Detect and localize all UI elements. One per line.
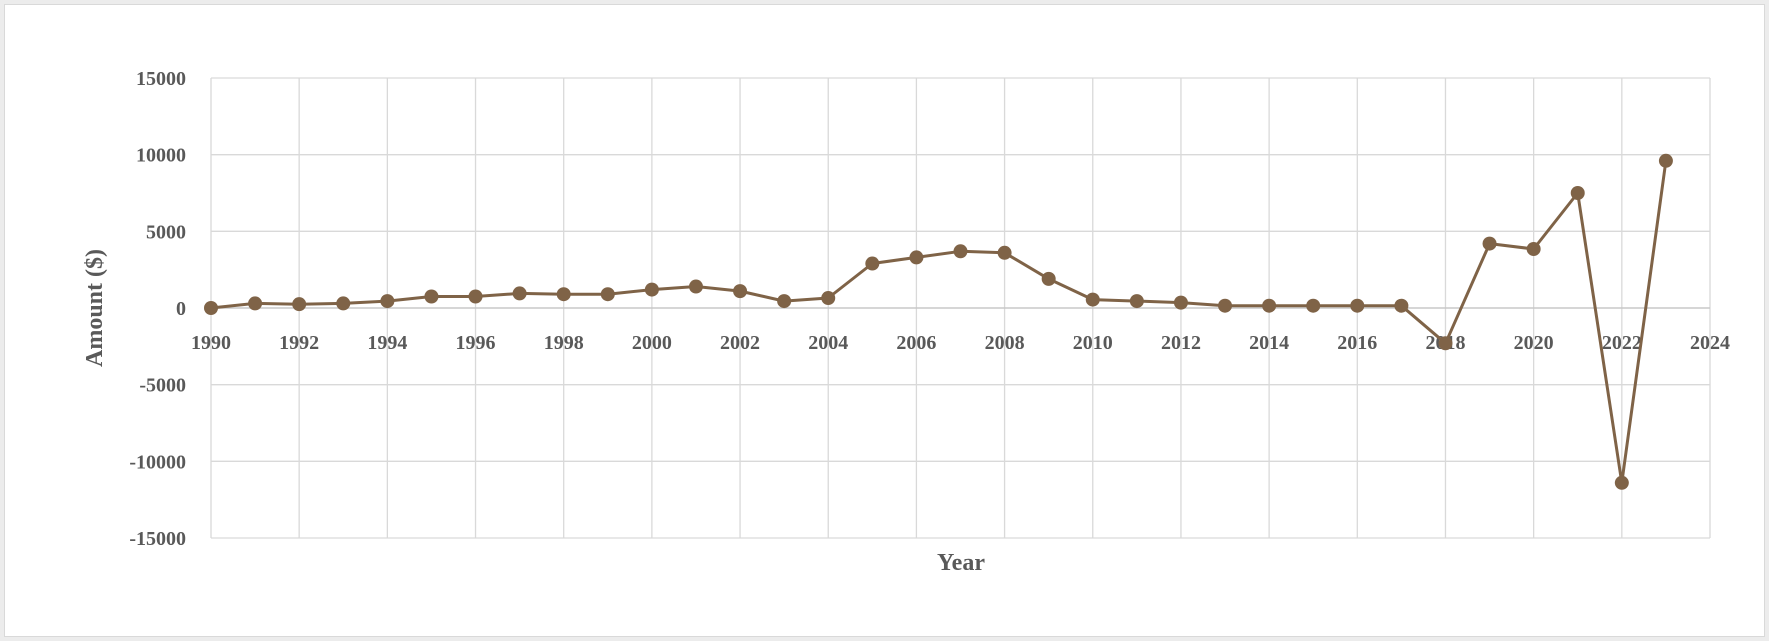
x-tick-label: 2024 (1690, 332, 1730, 354)
series-group (204, 153, 1673, 490)
series-line (210, 160, 1668, 485)
gridlines (210, 77, 1711, 539)
data-point (600, 287, 615, 302)
data-point (733, 284, 748, 299)
y-tick-label: 0 (176, 298, 186, 320)
x-tick-label: 1996 (456, 332, 496, 354)
x-tick-label: 2016 (1337, 332, 1377, 354)
x-tick-label: 2006 (896, 332, 936, 354)
data-point (1306, 298, 1321, 313)
data-point (512, 286, 527, 301)
data-point (1658, 153, 1673, 168)
data-point (424, 289, 439, 304)
data-point (1526, 241, 1541, 256)
y-tick-label: 5000 (146, 221, 186, 243)
x-tick-label: 1994 (367, 332, 407, 354)
data-point (688, 279, 703, 294)
x-tick-label: 2020 (1514, 332, 1554, 354)
x-tick-label: 2002 (720, 332, 760, 354)
data-point (953, 244, 968, 259)
x-tick-label: 2022 (1602, 332, 1642, 354)
y-tick-label: 15000 (136, 68, 186, 90)
x-tick-label: 2012 (1161, 332, 1201, 354)
data-point (380, 294, 395, 309)
y-tick-label: -10000 (129, 451, 186, 473)
data-point (336, 296, 351, 311)
data-point (556, 287, 571, 302)
data-point (1262, 298, 1277, 313)
y-tick-labels: 15000 10000 5000 0 -5000 -10000 -15000 (129, 68, 186, 550)
x-tick-label: 1992 (279, 332, 319, 354)
data-point (468, 289, 483, 304)
x-tick-label: 2004 (808, 332, 848, 354)
data-point (777, 294, 792, 309)
x-tick-label: 2014 (1249, 332, 1289, 354)
data-point (997, 245, 1012, 260)
data-point (909, 250, 924, 265)
chart-frame (4, 4, 1765, 637)
x-axis-title: Year (937, 550, 985, 576)
y-tick-label: -5000 (139, 375, 186, 397)
y-axis-title: Amount ($) (82, 249, 108, 367)
data-point (204, 301, 218, 315)
data-point (1218, 298, 1233, 313)
data-point (1570, 186, 1585, 200)
data-point (644, 282, 659, 297)
x-tick-labels: 1990 1992 1994 1996 1998 2000 2002 2004 2006 2008… (191, 332, 1730, 354)
x-tick-label: 2010 (1073, 332, 1113, 354)
data-point (1085, 292, 1100, 307)
x-tick-label: 1998 (544, 332, 584, 354)
data-point (292, 297, 307, 312)
data-point (1482, 236, 1497, 251)
y-tick-label: -15000 (129, 528, 186, 550)
x-tick-label: 2008 (985, 332, 1025, 354)
data-point (821, 291, 836, 306)
y-tick-label: 10000 (136, 145, 186, 167)
data-point (1173, 295, 1188, 310)
data-point (1129, 294, 1144, 309)
data-point (1614, 475, 1629, 490)
data-point (1394, 298, 1409, 313)
x-tick-label: 2000 (632, 332, 672, 354)
data-point (248, 296, 263, 311)
data-point (1438, 336, 1453, 351)
data-point (1350, 298, 1365, 313)
data-point (865, 256, 880, 271)
data-point (1041, 271, 1056, 286)
x-tick-label: 1990 (191, 332, 231, 354)
